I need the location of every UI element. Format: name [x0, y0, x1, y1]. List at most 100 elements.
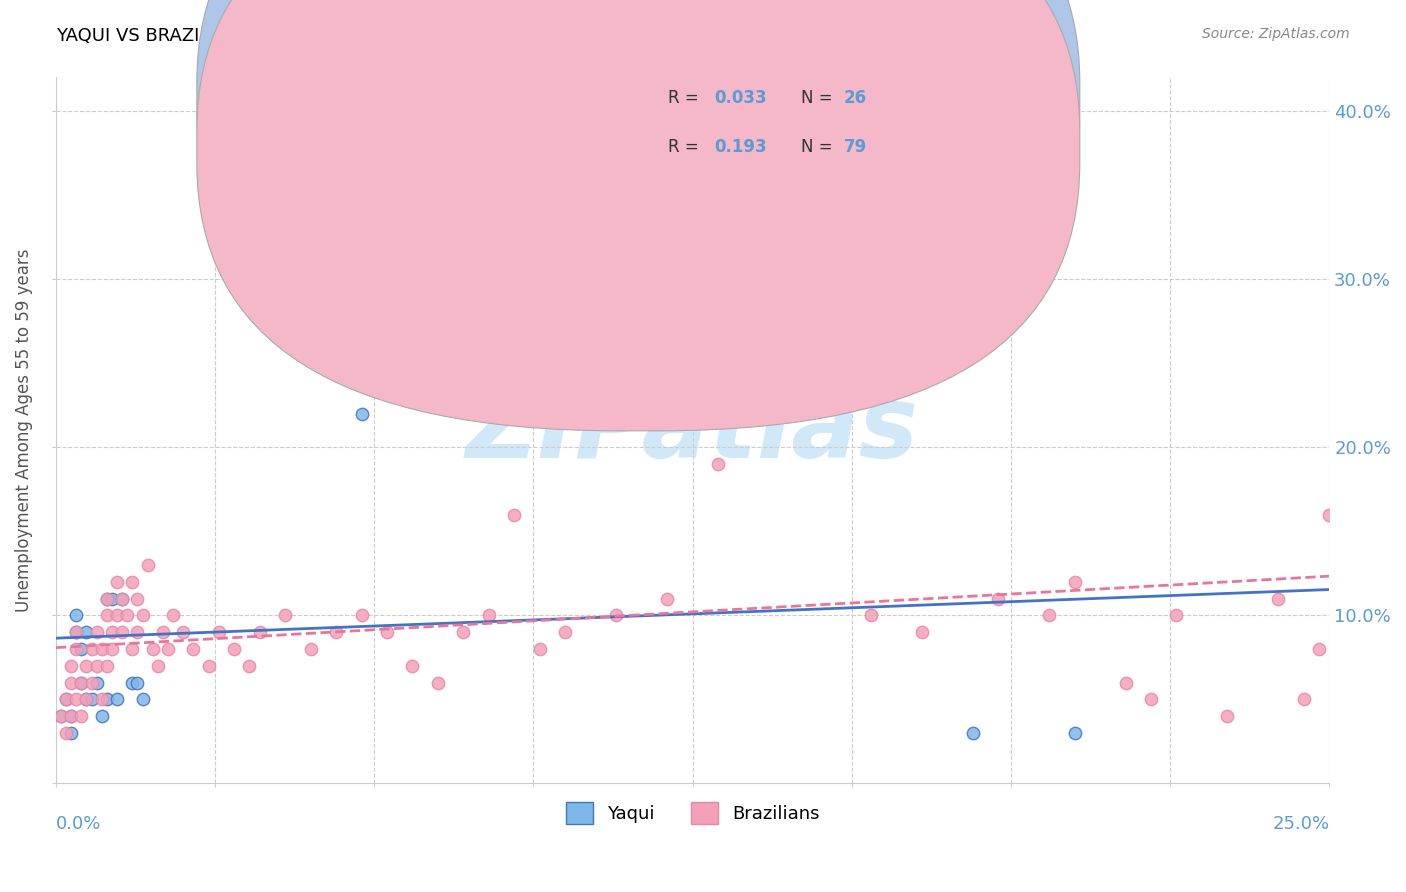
Point [1308, 642, 1330, 657]
Point [1344, 524, 1367, 539]
Point [96, 591, 118, 606]
Text: Source: ZipAtlas.com: Source: ZipAtlas.com [1202, 27, 1350, 41]
Point [90, 642, 112, 657]
Point [131, 692, 153, 706]
Point [131, 608, 153, 623]
Point [121, 642, 143, 657]
Point [299, 642, 322, 657]
Point [1317, 508, 1340, 522]
Point [70, 709, 93, 723]
Point [96, 692, 118, 706]
Point [121, 675, 143, 690]
Point [299, 221, 322, 235]
Text: YAQUI VS BRAZILIAN UNEMPLOYMENT AMONG AGES 55 TO 59 YEARS CORRELATION CHART: YAQUI VS BRAZILIAN UNEMPLOYMENT AMONG AG… [56, 27, 879, 45]
Point [859, 608, 882, 623]
Text: N =: N = [801, 89, 838, 107]
Point [152, 625, 174, 640]
Point [115, 608, 138, 623]
Point [554, 625, 576, 640]
Text: R =: R = [668, 89, 704, 107]
Point [49, 709, 72, 723]
Text: R =: R = [668, 138, 704, 156]
Point [162, 608, 184, 623]
Point [136, 558, 159, 572]
Point [350, 407, 373, 421]
Point [224, 642, 246, 657]
Point [1115, 675, 1137, 690]
Point [156, 642, 179, 657]
Point [60, 658, 83, 673]
Point [325, 205, 347, 219]
Point [375, 625, 398, 640]
Point [1140, 692, 1163, 706]
Text: 0.0%: 0.0% [56, 815, 101, 833]
Point [325, 625, 347, 640]
Y-axis label: Unemployment Among Ages 55 to 59 years: Unemployment Among Ages 55 to 59 years [15, 249, 32, 612]
Point [1063, 726, 1085, 740]
Text: 26: 26 [844, 89, 866, 107]
Point [65, 625, 87, 640]
Point [60, 675, 83, 690]
Point [808, 306, 831, 320]
Point [142, 642, 165, 657]
Point [1329, 558, 1351, 572]
Legend: Yaqui, Brazilians: Yaqui, Brazilians [558, 795, 827, 831]
Point [453, 625, 475, 640]
Point [111, 591, 134, 606]
Point [80, 642, 103, 657]
Text: N =: N = [801, 138, 838, 156]
Point [86, 625, 108, 640]
Point [249, 625, 271, 640]
Point [76, 658, 98, 673]
Point [707, 457, 730, 471]
Point [503, 508, 526, 522]
Point [1166, 608, 1188, 623]
Point [90, 692, 112, 706]
Point [111, 625, 134, 640]
Point [76, 625, 98, 640]
Point [655, 591, 678, 606]
Point [76, 692, 98, 706]
Text: ZIPatlas: ZIPatlas [465, 382, 920, 479]
Point [1038, 608, 1060, 623]
Point [121, 574, 143, 589]
Point [274, 608, 297, 623]
Point [49, 709, 72, 723]
Point [605, 608, 627, 623]
Point [65, 608, 87, 623]
Point [70, 675, 93, 690]
Point [1292, 692, 1315, 706]
Point [401, 658, 423, 673]
Point [426, 675, 449, 690]
Point [105, 574, 128, 589]
Point [101, 642, 124, 657]
Point [1216, 709, 1239, 723]
Point [86, 658, 108, 673]
Point [80, 692, 103, 706]
Point [70, 675, 93, 690]
Point [60, 709, 83, 723]
Point [1063, 574, 1085, 589]
Point [1267, 591, 1289, 606]
Point [90, 709, 112, 723]
Point [529, 642, 551, 657]
Point [197, 658, 219, 673]
Point [478, 608, 501, 623]
Point [55, 692, 77, 706]
Point [127, 591, 149, 606]
Point [350, 608, 373, 623]
Point [127, 675, 149, 690]
Text: 0.033: 0.033 [714, 89, 766, 107]
Point [70, 642, 93, 657]
Point [65, 692, 87, 706]
Point [105, 692, 128, 706]
Point [208, 625, 231, 640]
Point [96, 591, 118, 606]
Point [146, 658, 169, 673]
Point [111, 591, 134, 606]
Point [962, 726, 984, 740]
Point [96, 658, 118, 673]
Point [55, 726, 77, 740]
Point [911, 625, 934, 640]
Point [86, 675, 108, 690]
